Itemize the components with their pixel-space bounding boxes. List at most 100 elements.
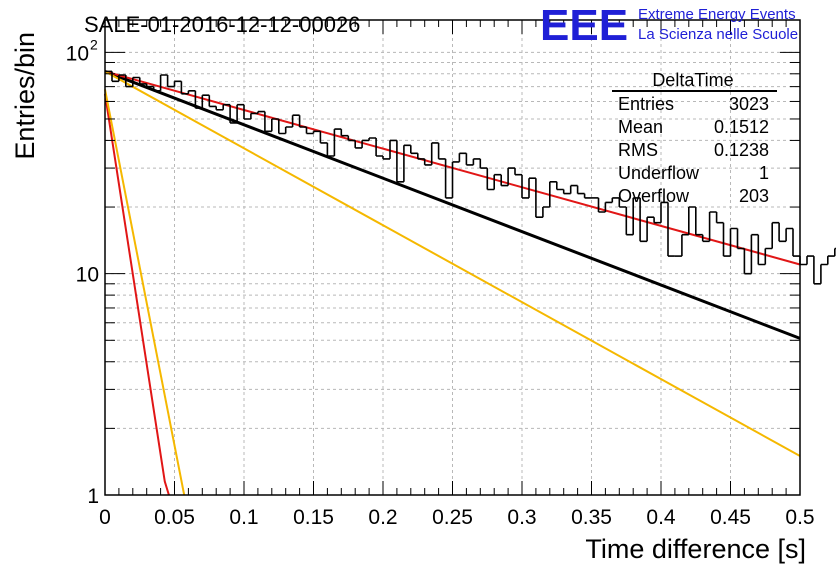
histogram-bin bbox=[729, 227, 738, 257]
stats-value-mean: 0.1512 bbox=[714, 117, 769, 137]
histogram-bin bbox=[333, 128, 342, 156]
histogram-bin bbox=[465, 153, 474, 166]
fit-line-black-fit bbox=[104, 69, 801, 340]
stats-label-mean: Mean bbox=[618, 117, 663, 137]
histogram-bin bbox=[326, 142, 335, 157]
histogram-bin bbox=[319, 131, 328, 144]
y-axis-title: Entries/bin bbox=[10, 32, 40, 160]
histogram-bin bbox=[708, 211, 717, 242]
histogram-bin bbox=[278, 119, 286, 135]
histogram-bin bbox=[284, 126, 293, 134]
x-tick-labels: 0 0.05 0.1 0.15 0.2 0.25 0.3 0.35 0.4 0.45 0.5 bbox=[99, 506, 814, 529]
histogram-bin bbox=[347, 135, 356, 142]
stats-value-underflow: 1 bbox=[759, 163, 769, 183]
histogram-bin bbox=[118, 74, 126, 82]
histogram-bin bbox=[653, 217, 661, 224]
histogram-bin bbox=[305, 127, 314, 135]
histogram-bin bbox=[166, 75, 175, 88]
histogram-bin bbox=[646, 216, 655, 242]
histogram-bin bbox=[493, 173, 502, 190]
histogram-bin bbox=[667, 202, 675, 257]
histogram-bin bbox=[291, 114, 300, 127]
histogram-bin bbox=[535, 178, 543, 218]
histogram-bin bbox=[715, 212, 724, 224]
grid-lines bbox=[105, 20, 800, 495]
histogram-bin bbox=[542, 206, 550, 218]
histogram-bin bbox=[472, 158, 481, 165]
x-tick-label: 0.1 bbox=[229, 506, 258, 529]
stats-label-underflow: Underflow bbox=[618, 163, 700, 183]
histogram-bin bbox=[486, 168, 495, 191]
histogram-bin bbox=[458, 152, 467, 162]
x-tick-label: 0.4 bbox=[646, 506, 676, 529]
histogram-bin bbox=[298, 115, 307, 128]
stats-box: DeltaTime Entries 3023 Mean 0.1512 RMS 0… bbox=[612, 70, 777, 206]
histogram-bin bbox=[500, 174, 509, 187]
histogram-bin bbox=[222, 103, 231, 110]
histogram-bin bbox=[695, 207, 703, 236]
histogram-bin bbox=[771, 221, 780, 249]
histogram-bin bbox=[750, 233, 759, 274]
histogram-bin bbox=[173, 80, 182, 87]
y-tick-label-exponent: 2 bbox=[90, 36, 98, 52]
histogram-bin bbox=[389, 139, 397, 159]
histogram-bin bbox=[827, 255, 835, 265]
fit-line-yellow-lower bbox=[104, 70, 801, 457]
histogram-bin bbox=[528, 177, 536, 198]
histogram-bin bbox=[208, 95, 217, 108]
histogram-bin bbox=[604, 201, 613, 212]
stats-value-entries: 3023 bbox=[729, 94, 769, 114]
histogram-bin bbox=[437, 142, 446, 160]
stats-label-overflow: Overflow bbox=[618, 186, 690, 206]
histogram-bin bbox=[632, 197, 641, 235]
histogram-bin bbox=[549, 181, 557, 207]
histogram-bin bbox=[264, 111, 272, 133]
histogram-bin bbox=[368, 137, 377, 141]
x-tick-label: 0.15 bbox=[293, 506, 334, 529]
histogram-bin bbox=[111, 71, 119, 83]
histogram-bin bbox=[382, 156, 390, 160]
histogram-bin bbox=[375, 138, 383, 157]
histogram-bin bbox=[410, 145, 418, 155]
histogram-bin bbox=[180, 81, 189, 95]
histogram-bin bbox=[403, 144, 411, 182]
histogram-bin bbox=[201, 94, 210, 109]
histogram-series bbox=[105, 70, 836, 285]
histogram-bin bbox=[215, 106, 224, 111]
histogram-bin bbox=[611, 197, 620, 203]
histogram-bin bbox=[618, 197, 627, 208]
histogram-bin bbox=[312, 130, 321, 134]
x-tick-label: 0.5 bbox=[785, 506, 814, 529]
histogram-bin bbox=[514, 168, 522, 176]
histogram-bin bbox=[271, 118, 279, 132]
stats-value-rms: 0.1238 bbox=[714, 140, 769, 160]
histogram-bin bbox=[417, 153, 425, 160]
logo-line-2: La Scienza nelle Scuole bbox=[638, 26, 798, 43]
histogram-bin bbox=[778, 222, 787, 243]
histogram-bin bbox=[701, 234, 710, 243]
x-tick-label: 0.2 bbox=[368, 506, 397, 529]
histogram-bin bbox=[639, 197, 648, 243]
histogram-bin bbox=[451, 161, 460, 198]
axis-ticks bbox=[104, 20, 801, 495]
histogram-bin bbox=[764, 247, 773, 265]
logo-line-1: Extreme Energy Events bbox=[638, 6, 796, 23]
stats-title: DeltaTime bbox=[652, 70, 733, 90]
histogram-bin bbox=[681, 233, 689, 257]
histogram-bin bbox=[521, 174, 529, 199]
histogram-bin bbox=[785, 227, 793, 242]
y-tick-label: 10 bbox=[76, 264, 99, 287]
histogram-bin bbox=[250, 112, 258, 119]
histogram-bin bbox=[257, 110, 265, 114]
histogram-bin bbox=[132, 76, 140, 87]
histogram-bin bbox=[243, 104, 251, 120]
stats-label-entries: Entries bbox=[618, 94, 674, 114]
histogram-bin bbox=[556, 181, 564, 191]
logo: EEE Extreme Energy Events La Scienza nel… bbox=[540, 1, 798, 50]
y-tick-label: 10 bbox=[66, 42, 89, 65]
histogram-bin bbox=[743, 248, 752, 275]
x-axis-title: Time difference [s] bbox=[585, 534, 806, 564]
